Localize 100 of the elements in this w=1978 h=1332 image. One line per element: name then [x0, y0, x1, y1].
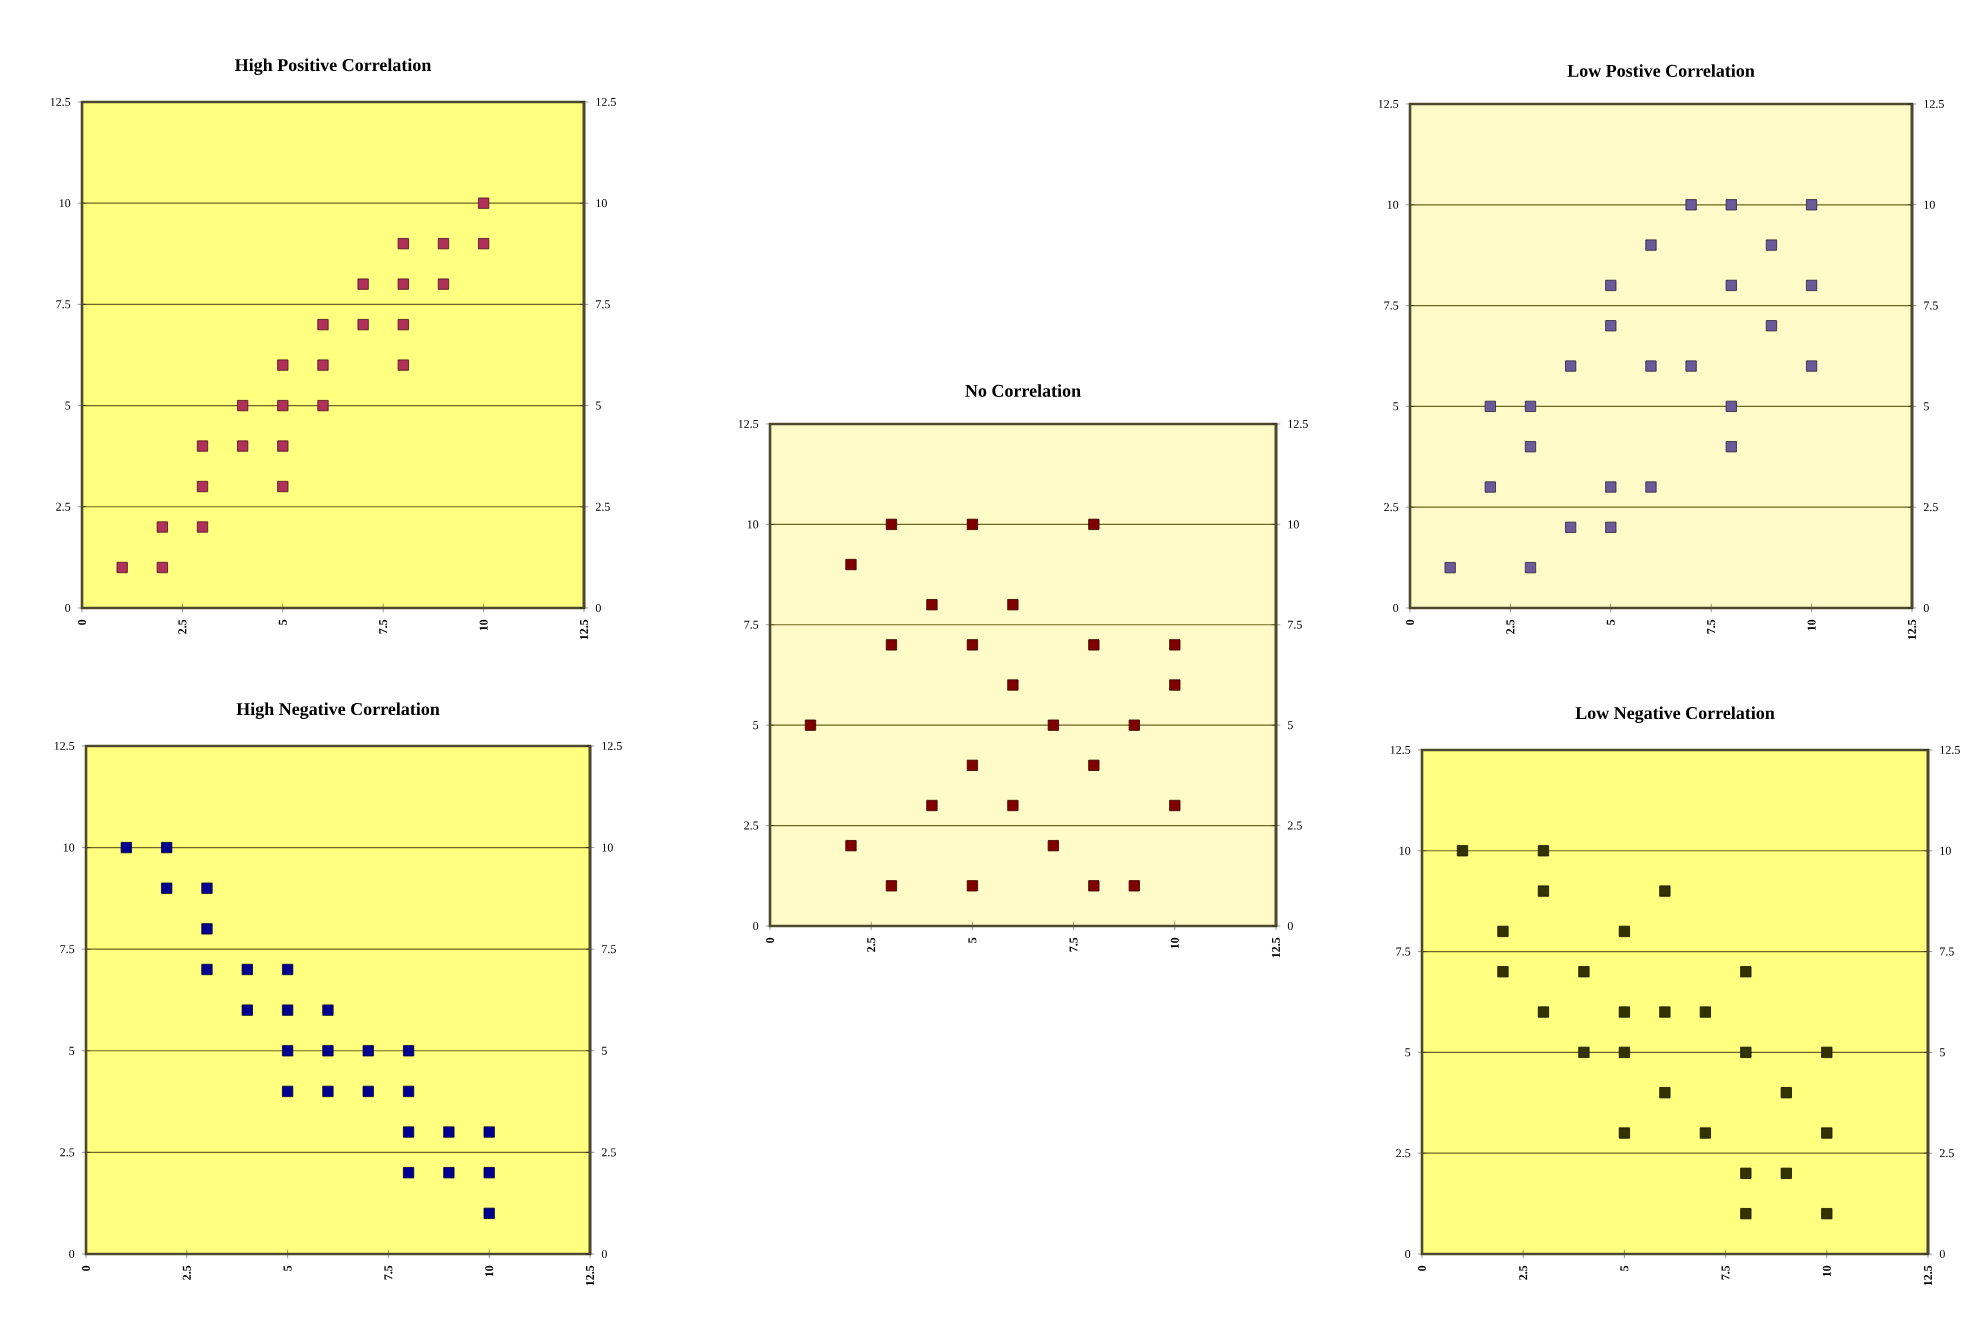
point: [1821, 1127, 1833, 1139]
point: [201, 882, 213, 894]
point: [161, 841, 173, 854]
chart-title: High Negative Correlation: [236, 702, 440, 719]
point: [201, 963, 213, 976]
chart-title: High Positive Correlation: [235, 58, 432, 75]
point: [1578, 1046, 1590, 1058]
point: [277, 359, 289, 371]
point: [1645, 239, 1657, 251]
point: [1659, 1006, 1671, 1018]
point: [1047, 719, 1059, 731]
point: [397, 238, 409, 250]
point: [282, 963, 294, 976]
point: [402, 1045, 415, 1057]
point: [397, 359, 409, 371]
point: [277, 440, 289, 452]
point: [1169, 679, 1181, 691]
point: [357, 278, 369, 290]
point: [926, 599, 938, 611]
point: [926, 799, 938, 812]
point: [1007, 679, 1019, 691]
point: [1169, 799, 1181, 812]
point: [1780, 1087, 1792, 1099]
point: [845, 840, 857, 852]
point: [1806, 199, 1818, 211]
point: [1605, 521, 1617, 533]
point: [1605, 320, 1617, 332]
point: [1497, 966, 1509, 978]
point: [1699, 1127, 1711, 1139]
point: [1524, 400, 1537, 412]
point: [1725, 279, 1737, 292]
point: [483, 1167, 495, 1179]
point: [156, 561, 168, 574]
point: [196, 521, 209, 533]
point: [357, 319, 369, 331]
point: [120, 841, 132, 854]
point: [1645, 360, 1657, 372]
point: [437, 238, 450, 250]
point: [277, 399, 289, 412]
point: [966, 759, 979, 771]
point: [885, 518, 898, 530]
point: [1618, 1006, 1630, 1018]
point: [1537, 1006, 1550, 1018]
point: [241, 963, 253, 976]
point: [161, 882, 173, 894]
point: [1645, 481, 1657, 493]
point: [402, 1167, 415, 1179]
point: [966, 518, 979, 530]
point: [1007, 799, 1019, 812]
point: [237, 440, 249, 452]
point: [1740, 1167, 1752, 1179]
point: [483, 1207, 495, 1219]
point: [1659, 1087, 1671, 1099]
point: [282, 1045, 294, 1057]
point: [237, 399, 249, 412]
point: [1128, 719, 1140, 731]
point: [241, 1004, 253, 1016]
point: [322, 1004, 334, 1016]
point: [1537, 885, 1550, 897]
point: [1565, 360, 1577, 372]
point: [1806, 279, 1818, 292]
point: [1088, 639, 1100, 651]
point: [1685, 360, 1697, 372]
point: [443, 1126, 455, 1138]
chart-title: Low Negative Correlation: [1575, 706, 1775, 723]
point: [478, 197, 490, 209]
point: [483, 1126, 495, 1138]
point: [1740, 966, 1752, 978]
point: [397, 278, 409, 290]
point: [1659, 885, 1671, 897]
point: [402, 1085, 415, 1098]
point: [1169, 639, 1181, 651]
point: [966, 639, 979, 651]
point: [1088, 759, 1100, 771]
point: [1605, 481, 1617, 493]
point: [282, 1004, 294, 1016]
point: [1821, 1046, 1833, 1058]
point: [1088, 880, 1100, 892]
point: [966, 880, 979, 892]
point: [116, 561, 128, 574]
point: [1605, 279, 1617, 292]
point: [317, 319, 329, 331]
point: [1618, 1127, 1630, 1139]
point: [1484, 481, 1496, 493]
point: [1699, 1006, 1711, 1018]
point: [201, 923, 213, 935]
point: [1578, 966, 1590, 978]
point: [1725, 199, 1737, 211]
point: [1524, 562, 1537, 574]
point: [322, 1085, 334, 1098]
point: [1565, 521, 1577, 533]
point: [402, 1126, 415, 1138]
point: [277, 480, 289, 493]
point: [1740, 1046, 1752, 1058]
point: [1128, 880, 1140, 892]
point: [322, 1045, 334, 1057]
point: [1725, 400, 1737, 412]
point: [1524, 441, 1537, 453]
point: [885, 880, 898, 892]
point: [845, 558, 857, 571]
